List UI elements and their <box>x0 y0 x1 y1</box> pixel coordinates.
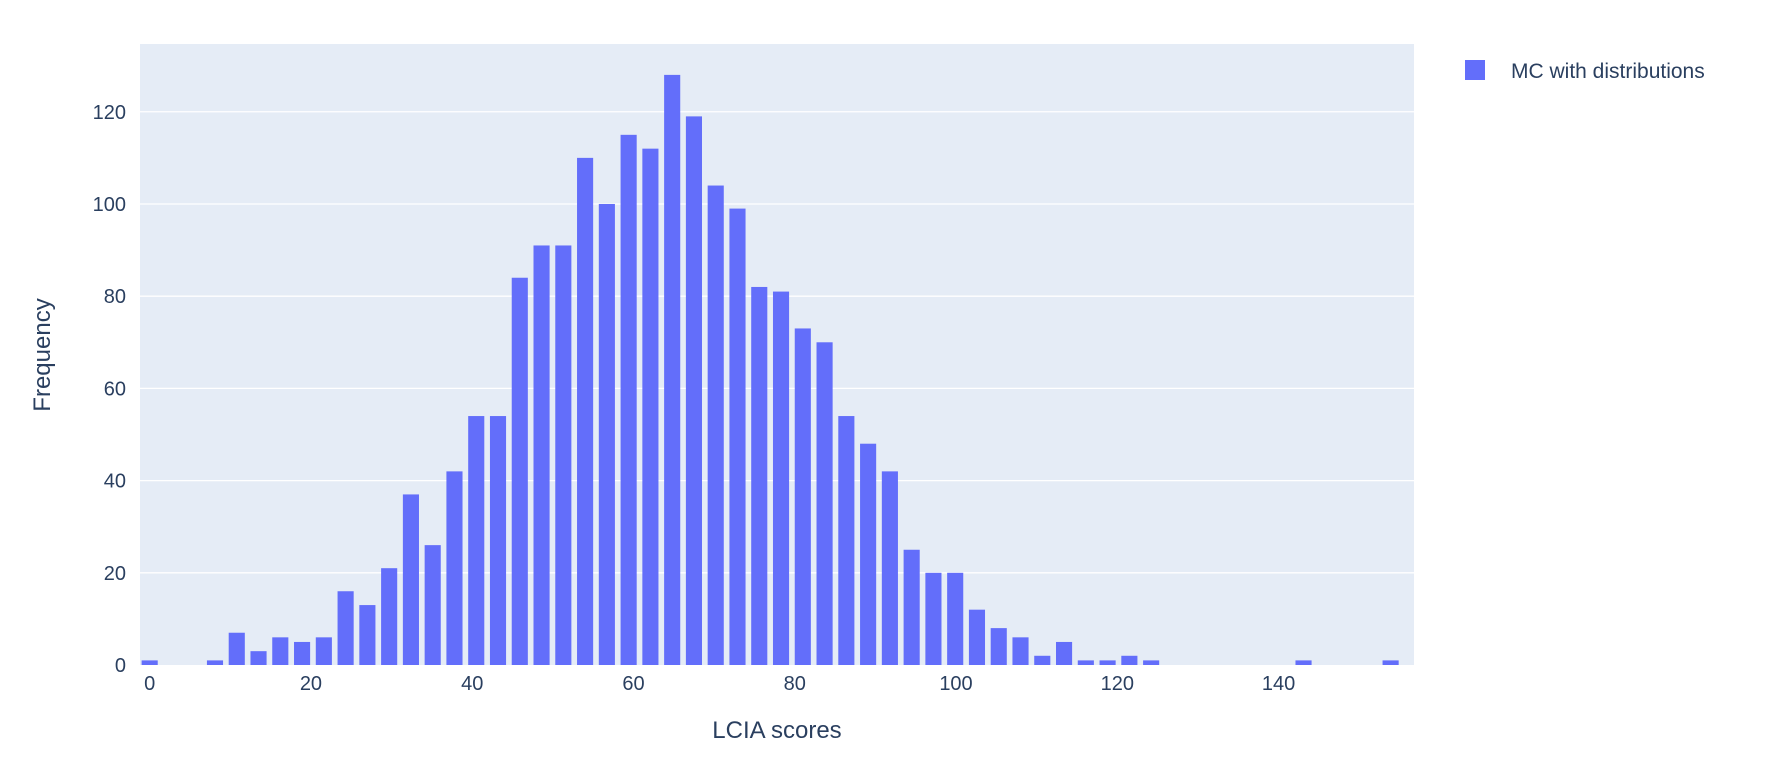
x-tick-label: 60 <box>622 673 644 695</box>
bar[interactable] <box>1055 641 1073 665</box>
x-tick-label: 100 <box>939 673 972 695</box>
bar[interactable] <box>294 641 311 665</box>
bar[interactable] <box>424 545 441 665</box>
bar[interactable] <box>1012 637 1029 665</box>
bar[interactable] <box>860 443 877 665</box>
y-tick-label: 100 <box>93 194 126 216</box>
bars <box>141 74 1399 665</box>
bar[interactable] <box>337 591 354 665</box>
bar[interactable] <box>511 277 528 665</box>
y-tick-label: 40 <box>104 471 126 493</box>
bar[interactable] <box>533 245 550 665</box>
bar[interactable] <box>664 74 681 665</box>
legend-label: MC with distributions <box>1511 60 1705 83</box>
bar[interactable] <box>751 286 768 665</box>
x-tick-label: 20 <box>300 673 322 695</box>
bar[interactable] <box>468 416 485 665</box>
bar[interactable] <box>402 494 419 665</box>
bar[interactable] <box>642 148 659 665</box>
bar[interactable] <box>206 660 224 665</box>
bar[interactable] <box>947 572 964 665</box>
bar[interactable] <box>598 203 615 665</box>
bar[interactable] <box>816 342 833 665</box>
bar[interactable] <box>381 568 398 665</box>
bar[interactable] <box>707 185 724 665</box>
bar[interactable] <box>772 291 790 665</box>
x-tick-label: 120 <box>1101 673 1134 695</box>
x-axis-ticks: 0 20 40 60 80 100 120 140 <box>144 673 1295 695</box>
bar[interactable] <box>228 632 245 665</box>
bar[interactable] <box>446 471 463 665</box>
y-axis-ticks: 0 20 40 60 80 100 120 <box>93 102 126 677</box>
bar[interactable] <box>968 609 986 665</box>
legend-swatch <box>1465 60 1485 80</box>
bar[interactable] <box>555 245 572 665</box>
x-tick-label: 0 <box>144 673 155 695</box>
bar[interactable] <box>315 637 332 665</box>
bar[interactable] <box>1099 660 1116 665</box>
bar[interactable] <box>1143 660 1160 665</box>
bar[interactable] <box>925 572 942 665</box>
y-tick-label: 60 <box>104 378 126 400</box>
bar[interactable] <box>881 471 898 665</box>
y-tick-label: 120 <box>93 102 126 124</box>
bar[interactable] <box>1077 660 1094 665</box>
bar[interactable] <box>903 549 920 665</box>
x-tick-label: 140 <box>1262 673 1295 695</box>
bar[interactable] <box>1121 655 1138 665</box>
y-tick-label: 80 <box>104 286 126 308</box>
bar[interactable] <box>577 157 594 665</box>
bar[interactable] <box>990 628 1007 665</box>
bar[interactable] <box>1382 660 1399 665</box>
bar[interactable] <box>359 605 376 665</box>
bar[interactable] <box>1034 655 1051 665</box>
bar[interactable] <box>794 328 811 665</box>
x-axis-title: LCIA scores <box>712 717 841 744</box>
bar[interactable] <box>685 116 703 665</box>
bar[interactable] <box>1295 660 1312 665</box>
y-tick-label: 20 <box>104 563 126 585</box>
x-tick-label: 40 <box>461 673 483 695</box>
bar[interactable] <box>620 134 637 665</box>
bar[interactable] <box>489 416 507 665</box>
bar[interactable] <box>272 637 289 665</box>
bar[interactable] <box>729 208 746 665</box>
legend[interactable]: MC with distributions <box>1465 60 1705 83</box>
bar[interactable] <box>250 651 267 665</box>
bar[interactable] <box>141 660 158 665</box>
y-tick-label: 0 <box>115 655 126 677</box>
x-tick-label: 80 <box>784 673 806 695</box>
bar[interactable] <box>838 416 855 665</box>
y-axis-title: Frequency <box>29 298 56 411</box>
